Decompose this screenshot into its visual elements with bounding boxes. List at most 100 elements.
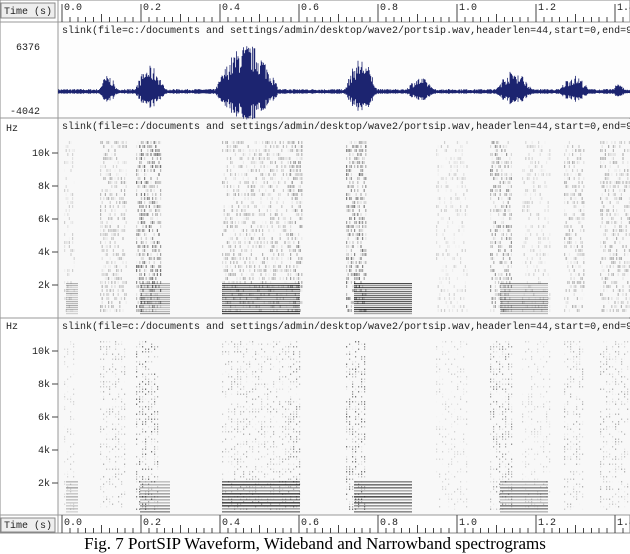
spectro-cell — [575, 261, 576, 264]
spectro-cell — [116, 297, 117, 300]
spectro-cell — [258, 479, 259, 481]
spectro-cell — [619, 197, 620, 200]
spectro-cell — [136, 509, 137, 511]
spectro-cell — [527, 145, 528, 148]
spectro-cell — [359, 201, 360, 204]
spectro-cell — [356, 261, 357, 264]
spectro-cell — [530, 249, 531, 252]
spectro-cell — [290, 273, 291, 276]
spectro-cell — [142, 479, 143, 481]
spectro-cell — [352, 145, 353, 148]
spectro-cell — [227, 165, 228, 168]
spectro-cell — [254, 185, 255, 188]
spectro-cell — [228, 409, 229, 411]
spectro-cell — [232, 269, 233, 272]
spectro-cell — [66, 185, 67, 188]
spectro-cell — [540, 201, 541, 204]
spectro-cell — [346, 449, 347, 451]
spectro-cell — [288, 269, 289, 272]
spectro-cell — [352, 426, 353, 428]
spectro-cell — [240, 213, 241, 216]
spectro-cell — [296, 424, 297, 426]
spectro-cell — [109, 504, 110, 506]
spectro-cell — [614, 305, 615, 308]
spectro-cell — [290, 277, 291, 280]
spectro-cell — [124, 464, 125, 466]
spectro-cell — [463, 193, 464, 196]
spectro-cell — [136, 269, 137, 272]
spectro-cell — [158, 221, 159, 224]
spectro-cell — [238, 265, 239, 268]
spectro-cell — [246, 351, 247, 353]
spectro-cell — [511, 241, 512, 244]
spectro-cell — [147, 181, 148, 184]
spectro-cell — [121, 456, 122, 458]
spectro-cell — [365, 233, 366, 236]
spectro-cell — [142, 399, 143, 401]
spectro-cell — [293, 464, 294, 466]
spectro-cell — [241, 141, 242, 144]
spectro-cell — [240, 379, 241, 381]
spectro-cell — [495, 277, 496, 280]
spectro-cell — [106, 233, 107, 236]
spectro-cell — [151, 474, 152, 476]
spectro-cell — [252, 426, 253, 428]
spectro-cell — [270, 269, 271, 272]
spectro-cell — [570, 217, 571, 220]
spectro-cell — [225, 141, 226, 144]
spectro-cell — [100, 205, 101, 208]
spectro-cell — [352, 374, 353, 376]
spectro-cell — [73, 389, 74, 391]
spectro-cell — [524, 205, 525, 208]
spectro-cell — [438, 169, 439, 172]
spectro-cell — [122, 201, 123, 204]
spectro-harmonic — [354, 293, 412, 294]
spectro-cell — [105, 281, 106, 284]
spectro-cell — [460, 177, 461, 180]
spectro-cell — [246, 269, 247, 272]
spectro-cell — [264, 245, 265, 248]
spectro-cell — [616, 169, 617, 172]
spectro-cell — [362, 269, 363, 272]
spectro-harmonic — [354, 303, 412, 304]
spectro-cell — [290, 341, 291, 343]
spectro-cell — [566, 257, 567, 260]
spectro-cell — [498, 293, 499, 296]
spectro-cell — [116, 141, 117, 144]
spectro-cell — [272, 177, 273, 180]
spectro-cell — [147, 249, 148, 252]
spectro-cell — [142, 461, 143, 463]
spectro-cell — [346, 281, 347, 284]
spectro-cell — [252, 441, 253, 443]
spectro-cell — [619, 241, 620, 244]
spectro-cell — [227, 277, 228, 280]
spectro-cell — [230, 237, 231, 240]
spectro-cell — [346, 293, 347, 296]
spectro-cell — [543, 169, 544, 172]
spectro-cell — [252, 391, 253, 393]
spectro-cell — [258, 379, 259, 381]
spectro-cell — [108, 229, 109, 232]
spectro-cell — [124, 381, 125, 383]
spectro-cell — [102, 245, 103, 248]
spectro-cell — [492, 233, 493, 236]
spectro-harmonic — [140, 295, 170, 296]
spectro-cell — [290, 245, 291, 248]
spectro-cell — [566, 185, 567, 188]
spectro-cell — [293, 233, 294, 236]
spectro-cell — [566, 225, 567, 228]
spectro-cell — [141, 229, 142, 232]
spectro-cell — [275, 241, 276, 244]
spectro-cell — [449, 293, 450, 296]
spectro-cell — [106, 261, 107, 264]
spectro-cell — [360, 149, 361, 152]
spectro-cell — [288, 421, 289, 423]
spectro-cell — [295, 269, 296, 272]
spectro-cell — [262, 177, 263, 180]
spectro-cell — [67, 489, 68, 491]
spectro-cell — [290, 464, 291, 466]
spectro-cell — [119, 309, 120, 312]
spectro-cell — [157, 434, 158, 436]
spectro-cell — [264, 434, 265, 436]
spectro-cell — [235, 273, 236, 276]
